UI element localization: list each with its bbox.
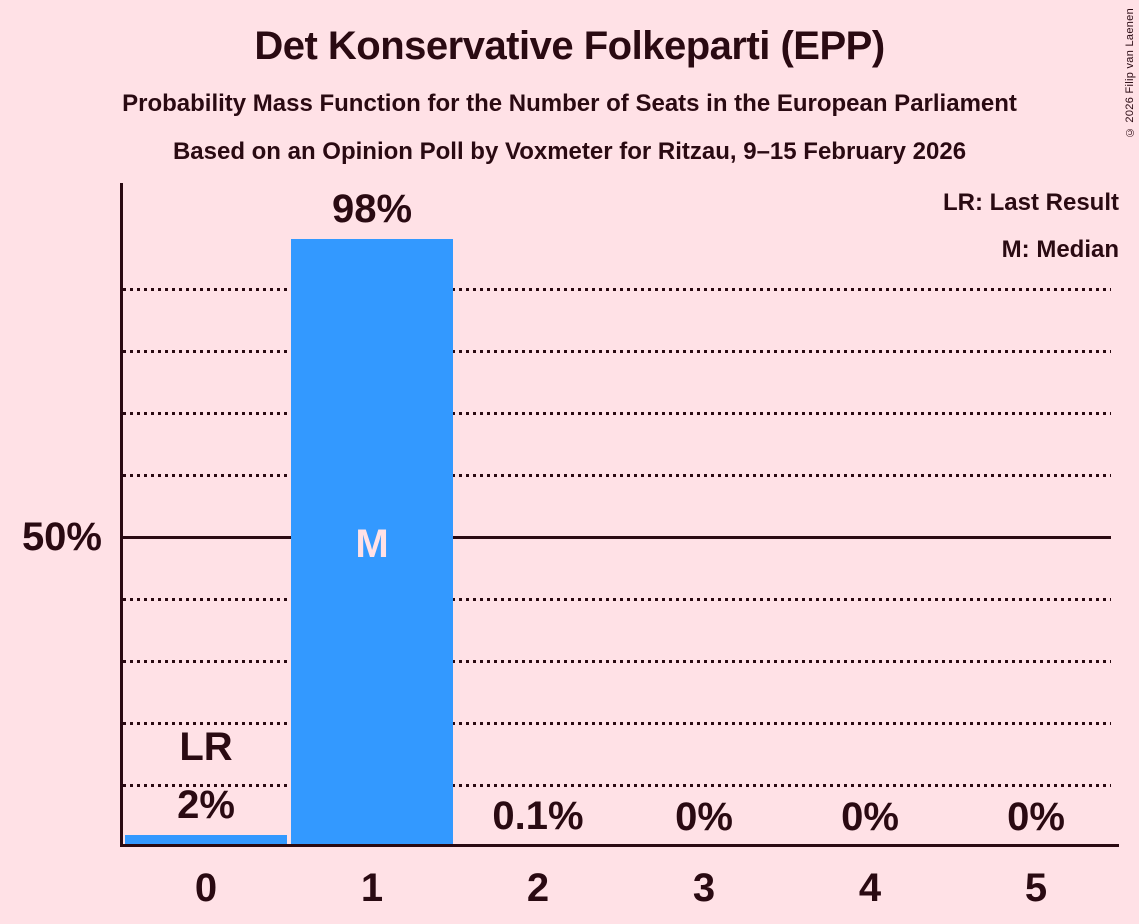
- y-axis-tick-label: 50%: [21, 515, 102, 559]
- value-label-3: 0%: [675, 795, 733, 839]
- y-axis-line: [120, 183, 123, 847]
- bar-seats-0: [125, 834, 287, 847]
- value-label-0: 2%: [177, 782, 235, 827]
- x-tick-label-1: 1: [360, 866, 384, 910]
- plot-area: 2% 98% 0.1% 0% 0% 0% LR M: [120, 183, 1119, 847]
- gridline-dotted-90: [123, 287, 1111, 291]
- gridline-dotted-60: [123, 473, 1111, 477]
- bar-seats-1: [291, 239, 453, 847]
- gridline-solid-50: [123, 535, 1111, 539]
- legend-item-median: M: Median: [1001, 236, 1119, 263]
- value-label-1: 98%: [331, 187, 413, 232]
- gridline-dotted-10: [123, 783, 1111, 787]
- legend: LR: Last Result M: Median: [943, 179, 1119, 273]
- gridline-dotted-80: [123, 349, 1111, 353]
- gridline-dotted-40: [123, 597, 1111, 601]
- x-axis-tick-labels: 0 1 2 3 4 5: [123, 866, 1119, 912]
- x-tick-label-3: 3: [692, 866, 716, 910]
- value-label-2: 0.1%: [492, 794, 584, 839]
- chart-title: Det Konservative Folkeparti (EPP): [254, 24, 885, 68]
- annotation-m: M: [355, 522, 389, 566]
- gridline-dotted-30: [123, 659, 1111, 663]
- value-label-4: 0%: [841, 795, 899, 839]
- value-label-5: 0%: [1007, 795, 1065, 839]
- x-tick-label-2: 2: [526, 866, 550, 910]
- gridline-dotted-20: [123, 721, 1111, 725]
- chart-subtitle-pmf: Probability Mass Function for the Number…: [122, 90, 1017, 117]
- gridline-dotted-70: [123, 411, 1111, 415]
- chart-subtitle-poll: Based on an Opinion Poll by Voxmeter for…: [172, 138, 967, 165]
- legend-item-last-result: LR: Last Result: [942, 189, 1119, 216]
- x-tick-label-5: 5: [1024, 866, 1048, 910]
- x-tick-label-4: 4: [858, 866, 882, 910]
- x-tick-label-0: 0: [194, 866, 218, 910]
- annotation-lr: LR: [179, 724, 233, 769]
- x-axis-line: [120, 844, 1119, 847]
